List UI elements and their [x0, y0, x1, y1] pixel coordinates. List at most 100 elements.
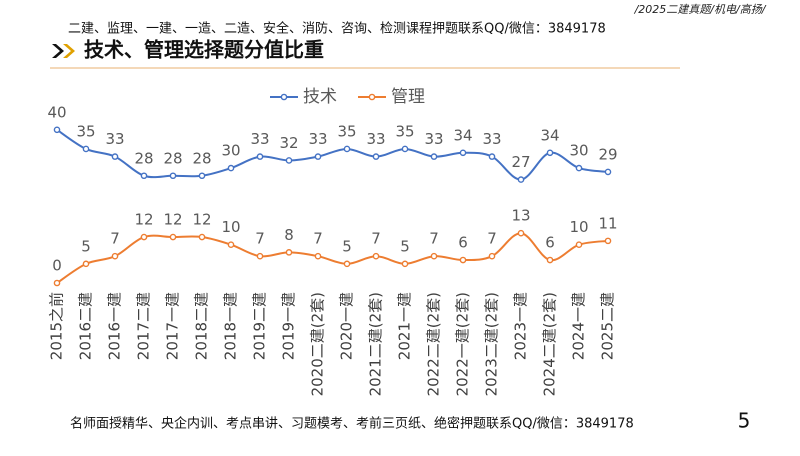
- point-marker: [430, 153, 438, 160]
- data-label: 33: [250, 130, 269, 148]
- x-tick-label: 2017一建: [164, 292, 182, 360]
- point-marker: [488, 252, 496, 260]
- point-marker: [343, 260, 351, 268]
- point-marker: [111, 252, 119, 260]
- data-label: 32: [279, 134, 298, 152]
- legend-marker: [368, 93, 376, 101]
- point-marker: [604, 237, 612, 245]
- data-label: 7: [487, 230, 497, 248]
- data-label: 12: [192, 211, 211, 229]
- legend-label: 管理: [391, 87, 425, 107]
- data-label: 5: [342, 237, 352, 255]
- data-label: 33: [105, 130, 124, 148]
- data-label: 35: [337, 122, 356, 140]
- point-marker: [459, 149, 467, 157]
- point-marker: [82, 145, 90, 153]
- data-label: 6: [458, 234, 468, 252]
- x-tick-label: 2016一建: [106, 292, 124, 360]
- top-note: /2025二建真题/机电/高扬/: [634, 3, 767, 16]
- x-tick-label: 2022一建(2套): [454, 292, 472, 396]
- data-label: 40: [47, 103, 66, 121]
- data-label: 13: [511, 207, 530, 225]
- x-tick-label: 2022二建(2套): [425, 292, 443, 396]
- arrow-icon: [52, 44, 64, 58]
- point-marker: [546, 256, 554, 264]
- data-label: 7: [371, 230, 381, 248]
- point-marker: [372, 252, 380, 260]
- line-chart: 40 35 33 28 28 28 30 33 32 33 35 33 35 33 34 33 27 34 30 29…: [47, 87, 617, 396]
- point-marker: [604, 168, 612, 176]
- data-label: 29: [598, 145, 617, 163]
- point-marker: [140, 172, 148, 180]
- x-tick-label: 2024二建(2套): [541, 292, 559, 396]
- x-tick-label: 2023二建(2套): [483, 292, 501, 396]
- data-label: 0: [52, 257, 62, 275]
- x-tick-label: 2016二建: [77, 292, 95, 360]
- data-label: 34: [540, 126, 559, 144]
- point-marker: [198, 233, 206, 241]
- data-label: 34: [453, 126, 472, 144]
- point-marker: [401, 260, 409, 268]
- legend-marker: [280, 93, 288, 101]
- data-label: 6: [545, 234, 555, 252]
- data-label: 28: [163, 149, 182, 167]
- legend-label: 技术: [303, 87, 337, 107]
- point-marker: [256, 252, 264, 260]
- x-tick-label: 2020二建(2套): [309, 292, 327, 396]
- point-marker: [256, 153, 264, 160]
- point-marker: [169, 233, 177, 241]
- data-label: 33: [366, 130, 385, 148]
- point-marker: [53, 126, 61, 134]
- point-marker: [111, 153, 119, 160]
- data-label: 28: [134, 149, 153, 167]
- point-marker: [53, 279, 61, 287]
- data-label: 7: [110, 230, 120, 248]
- point-marker: [82, 260, 90, 268]
- x-tick-label: 2018二建: [193, 292, 211, 360]
- x-tick-label: 2021二建(2套): [367, 292, 385, 396]
- data-label: 33: [308, 130, 327, 148]
- point-marker: [343, 145, 351, 153]
- data-label: 5: [81, 237, 91, 255]
- point-marker: [517, 229, 525, 237]
- data-label: 12: [163, 211, 182, 229]
- point-marker: [459, 256, 467, 264]
- x-tick-label: 2015之前: [48, 292, 66, 360]
- data-label: 7: [429, 230, 439, 248]
- point-marker: [430, 252, 438, 260]
- point-marker: [401, 145, 409, 153]
- x-tick-label: 2024一建: [570, 292, 588, 360]
- slide-title: 技术、管理选择题分值比重: [84, 38, 324, 62]
- data-label: 12: [134, 211, 153, 229]
- point-marker: [285, 249, 293, 256]
- point-marker: [314, 153, 322, 160]
- point-marker: [227, 241, 235, 248]
- x-tick-label: 2021一建: [396, 292, 414, 360]
- data-label: 35: [76, 122, 95, 140]
- page-number: 5: [738, 409, 751, 433]
- data-label: 5: [400, 237, 410, 255]
- x-tick-label: 2023一建: [512, 292, 530, 360]
- x-tick-label: 2017二建: [135, 292, 153, 360]
- point-marker: [140, 233, 148, 241]
- data-label: 7: [255, 230, 265, 248]
- x-tick-label: 2020一建: [338, 292, 356, 360]
- point-marker: [169, 172, 177, 180]
- point-marker: [372, 153, 380, 160]
- point-marker: [488, 153, 496, 160]
- header-contact: 二建、监理、一建、一造、二造、安全、消防、咨询、检测课程押题联系QQ/微信：38…: [68, 21, 606, 37]
- data-label: 30: [569, 142, 588, 160]
- point-marker: [227, 164, 235, 172]
- data-label: 35: [395, 122, 414, 140]
- x-tick-label: 2019二建: [251, 292, 269, 360]
- data-label: 10: [569, 218, 588, 236]
- data-label: 33: [424, 130, 443, 148]
- point-marker: [198, 172, 206, 180]
- data-label: 8: [284, 226, 294, 244]
- data-label: 10: [221, 218, 240, 236]
- point-marker: [575, 241, 583, 248]
- point-marker: [546, 149, 554, 157]
- arrow-icon: [63, 44, 75, 58]
- footer-text: 名师面授精华、央企内训、考点串讲、习题模考、考前三页纸、绝密押题联系QQ/微信：…: [70, 416, 634, 432]
